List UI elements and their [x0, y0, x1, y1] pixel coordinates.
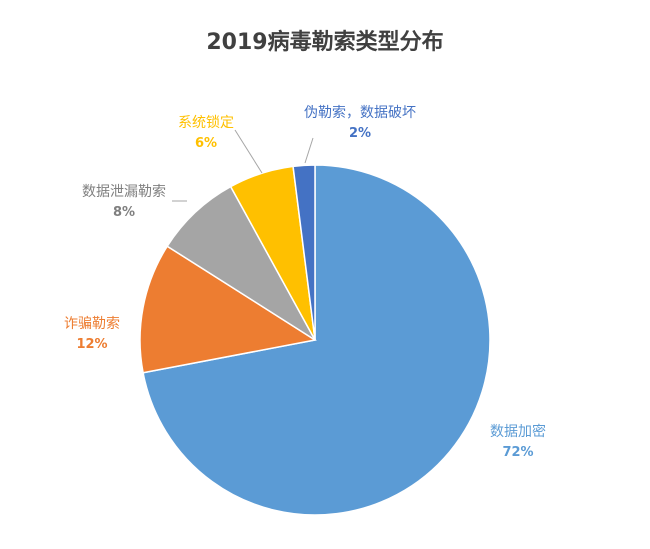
leader-line [304, 137, 314, 164]
leader-lines [172, 129, 314, 202]
pie-slices [139, 164, 491, 516]
slice-label: 数据泄漏勒索 [82, 183, 166, 200]
pie-slice [292, 164, 316, 341]
slice-percent-label: 8% [113, 205, 135, 220]
data-labels: 数据加密 72% 诈骗勒索 12% 数据泄漏勒索 8% 系统锁定 6% 伪勒索，数据破坏 2% [64, 104, 546, 460]
pie-slice [139, 245, 318, 374]
chart-title: 2019病毒勒索类型分布 [206, 30, 444, 55]
pie-slice [142, 164, 491, 516]
slice-label: 系统锁定 [178, 115, 234, 131]
slice-label: 伪勒索，数据破坏 [304, 104, 416, 121]
slice-label: 数据加密 [490, 423, 546, 440]
leader-line [234, 129, 263, 174]
slice-percent-label: 2% [349, 126, 371, 141]
slice-label: 诈骗勒索 [64, 315, 120, 332]
slice-percent-label: 72% [502, 445, 533, 460]
slice-percent-label: 12% [76, 337, 107, 352]
slice-percent-label: 6% [195, 136, 217, 151]
